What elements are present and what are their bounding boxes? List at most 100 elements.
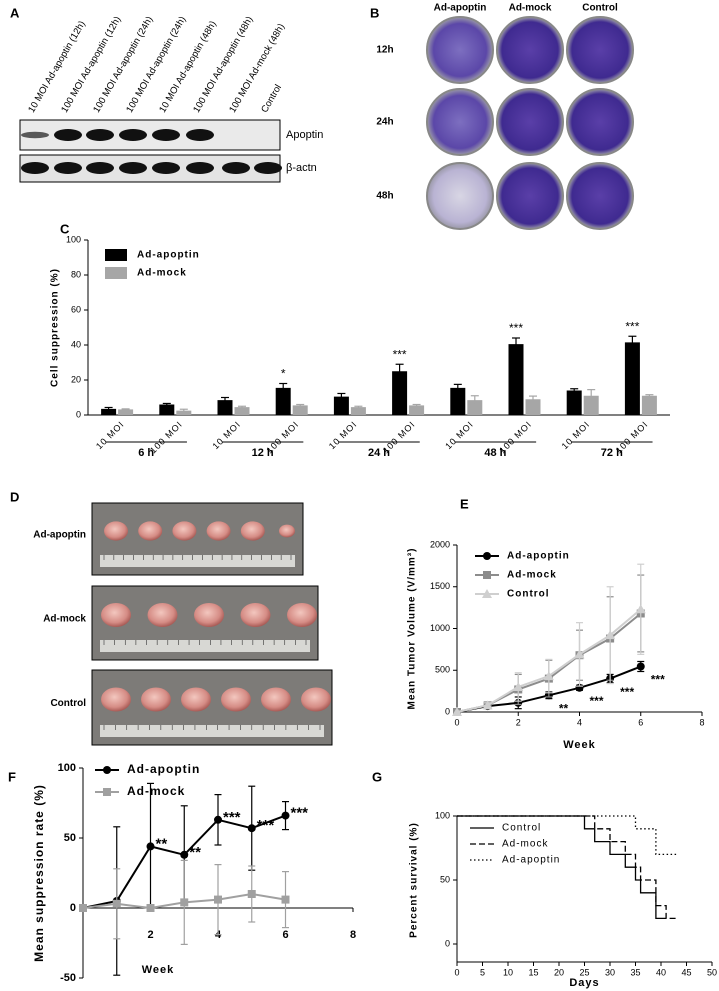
lane-label: 100 MOI Ad-apoptin (48h): [191, 15, 255, 115]
y-tick-label: 80: [71, 269, 81, 279]
panel-label: A: [10, 5, 20, 20]
point: [543, 671, 554, 681]
x-tick-label: 6: [282, 929, 288, 941]
significance: ***: [291, 805, 309, 822]
lane-label: 10 MOI Ad-apoptin (48h): [157, 19, 219, 115]
x-tick-label: 8: [699, 717, 704, 727]
legend-label: Ad-apoptin: [502, 855, 560, 866]
group-label: 6 h: [138, 447, 154, 459]
significance: ***: [257, 817, 275, 834]
bar: [217, 400, 233, 415]
point: [452, 707, 462, 716]
plate: [426, 162, 494, 230]
y-tick-label: 60: [71, 304, 81, 314]
band: [186, 129, 214, 141]
y-tick-label: 100: [66, 234, 81, 244]
survival-line: [457, 815, 677, 920]
tumor: [104, 521, 128, 541]
bar: [176, 410, 192, 415]
significance: ***: [590, 694, 604, 708]
band-label: Apoptin: [286, 129, 323, 141]
legend-label: Ad-apoptin: [507, 551, 570, 562]
significance: ***: [393, 347, 407, 361]
panel-label: G: [372, 769, 382, 784]
y-tick-label: 50: [440, 874, 450, 884]
group-label: Ad-mock: [43, 614, 86, 625]
panel-label: E: [460, 496, 469, 511]
significance: **: [156, 835, 168, 852]
group-label: 72 h: [601, 447, 623, 459]
legend-marker: [483, 571, 491, 579]
bar: [409, 405, 425, 415]
panel-label: C: [60, 221, 70, 236]
row-label: 12h: [376, 45, 393, 56]
point: [146, 904, 155, 912]
panel-label: F: [8, 769, 16, 784]
x-tick-label: 4: [577, 717, 582, 727]
point: [605, 630, 616, 640]
x-tick-label: 0: [454, 967, 459, 977]
point: [247, 824, 256, 833]
band: [119, 162, 147, 174]
ruler: [100, 555, 295, 567]
plate: [566, 16, 634, 84]
x-axis-title: Days: [569, 977, 599, 989]
x-tick-label: 20: [554, 967, 564, 977]
column-label: Ad-apoptin: [434, 3, 487, 14]
tumor: [287, 603, 317, 627]
band: [186, 162, 214, 174]
band: [86, 162, 114, 174]
x-tick-label: 10 MOI: [443, 419, 475, 451]
tumor: [138, 521, 163, 541]
point: [281, 895, 290, 904]
band: [21, 131, 49, 139]
ruler: [100, 725, 324, 737]
plate: [426, 16, 494, 84]
x-tick-label: 0: [454, 717, 459, 727]
bar: [583, 395, 599, 415]
y-tick-label: 1500: [430, 581, 450, 591]
legend-label: Control: [507, 589, 550, 600]
tumor: [206, 521, 231, 541]
x-tick-label: 40: [656, 967, 666, 977]
legend-marker: [103, 788, 111, 796]
bar: [234, 407, 250, 415]
bar: [292, 405, 308, 415]
legend-label: Ad-apoptin: [127, 762, 200, 776]
bar: [566, 390, 582, 415]
band: [54, 129, 82, 141]
legend-swatch: [105, 249, 127, 261]
bar: [275, 387, 291, 415]
y-axis-title: Mean suppression rate (%): [32, 784, 46, 962]
survival-line: [457, 815, 667, 920]
lane-label: 100 MOI Ad-apoptin (12h): [59, 15, 123, 115]
y-tick-label: 0: [445, 706, 450, 716]
tumor: [101, 687, 131, 712]
bar: [333, 396, 349, 415]
band: [54, 162, 82, 174]
x-tick-label: 15: [528, 967, 538, 977]
legend-marker: [482, 589, 492, 598]
point: [112, 899, 121, 908]
bar: [624, 342, 640, 415]
x-axis-title: Week: [142, 964, 175, 976]
tumor: [221, 687, 251, 712]
legend-label: Ad-mock: [502, 839, 548, 850]
x-tick-label: 2: [147, 929, 153, 941]
legend-label: Ad-apoptin: [137, 250, 200, 261]
group-label: Ad-apoptin: [33, 530, 86, 541]
panel-label: B: [370, 5, 379, 20]
y-tick-label: 1000: [430, 623, 450, 633]
tumor: [147, 603, 178, 627]
y-tick-label: 100: [435, 810, 450, 820]
point: [180, 850, 189, 859]
point: [281, 811, 290, 820]
band: [86, 129, 114, 141]
group-label: Control: [50, 698, 86, 709]
x-tick-label: 10 MOI: [327, 419, 359, 451]
bar: [350, 407, 366, 415]
legend-label: Ad-mock: [137, 268, 187, 279]
x-tick-label: 35: [630, 967, 640, 977]
x-tick-label: 8: [350, 929, 356, 941]
